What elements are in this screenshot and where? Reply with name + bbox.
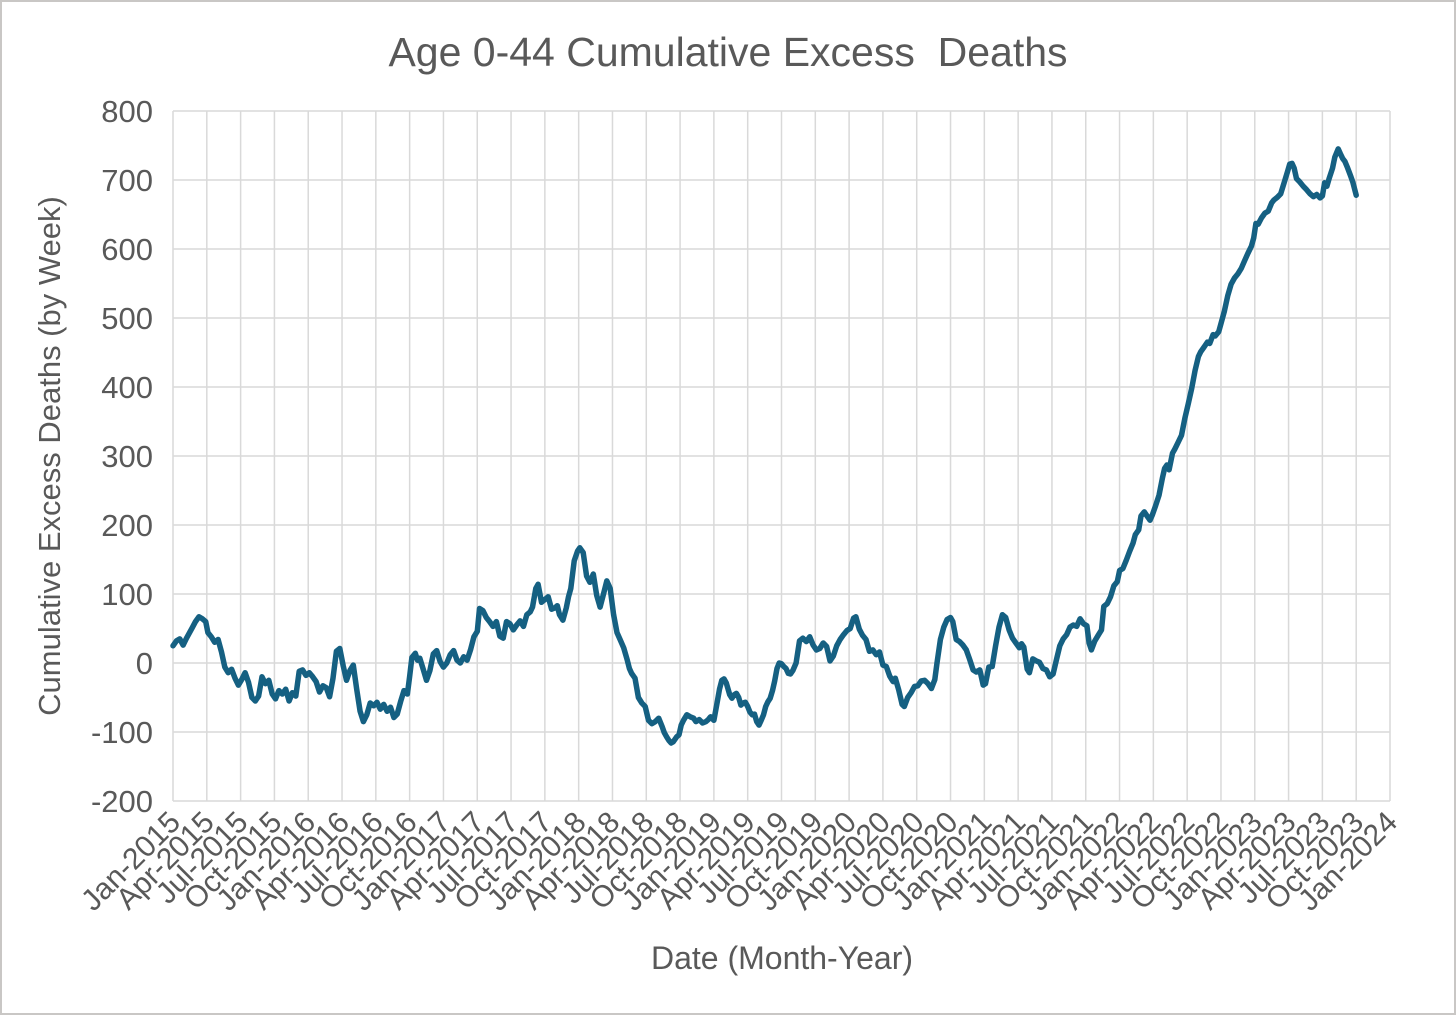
y-tick-label: 500 — [101, 301, 153, 336]
y-tick-label: 300 — [101, 439, 153, 474]
y-tick-label: -100 — [91, 715, 153, 750]
series-line-age-0-44 — [170, 146, 1359, 746]
x-axis-title: Date (Month-Year) — [651, 940, 913, 976]
y-axis-title: Cumulative Excess Deaths (by Week) — [32, 196, 67, 716]
x-axis-tick-labels: Jan-2015Apr-2015Jul-2015Oct-2015Jan-2016… — [75, 806, 1404, 918]
y-tick-label: 200 — [101, 508, 153, 543]
y-tick-label: 0 — [136, 646, 153, 681]
y-tick-label: 700 — [101, 163, 153, 198]
vertical-gridlines — [172, 111, 1391, 801]
y-tick-label: -200 — [91, 784, 153, 819]
y-tick-label: 600 — [101, 232, 153, 267]
y-axis-tick-labels: 800 700 600 500 400 300 200 100 0 -100 -200 — [91, 94, 153, 819]
y-tick-label: 400 — [101, 370, 153, 405]
chart-title: Age 0-44 Cumulative Excess Deaths — [388, 29, 1067, 75]
y-tick-label: 800 — [101, 94, 153, 129]
y-tick-label: 100 — [101, 577, 153, 612]
